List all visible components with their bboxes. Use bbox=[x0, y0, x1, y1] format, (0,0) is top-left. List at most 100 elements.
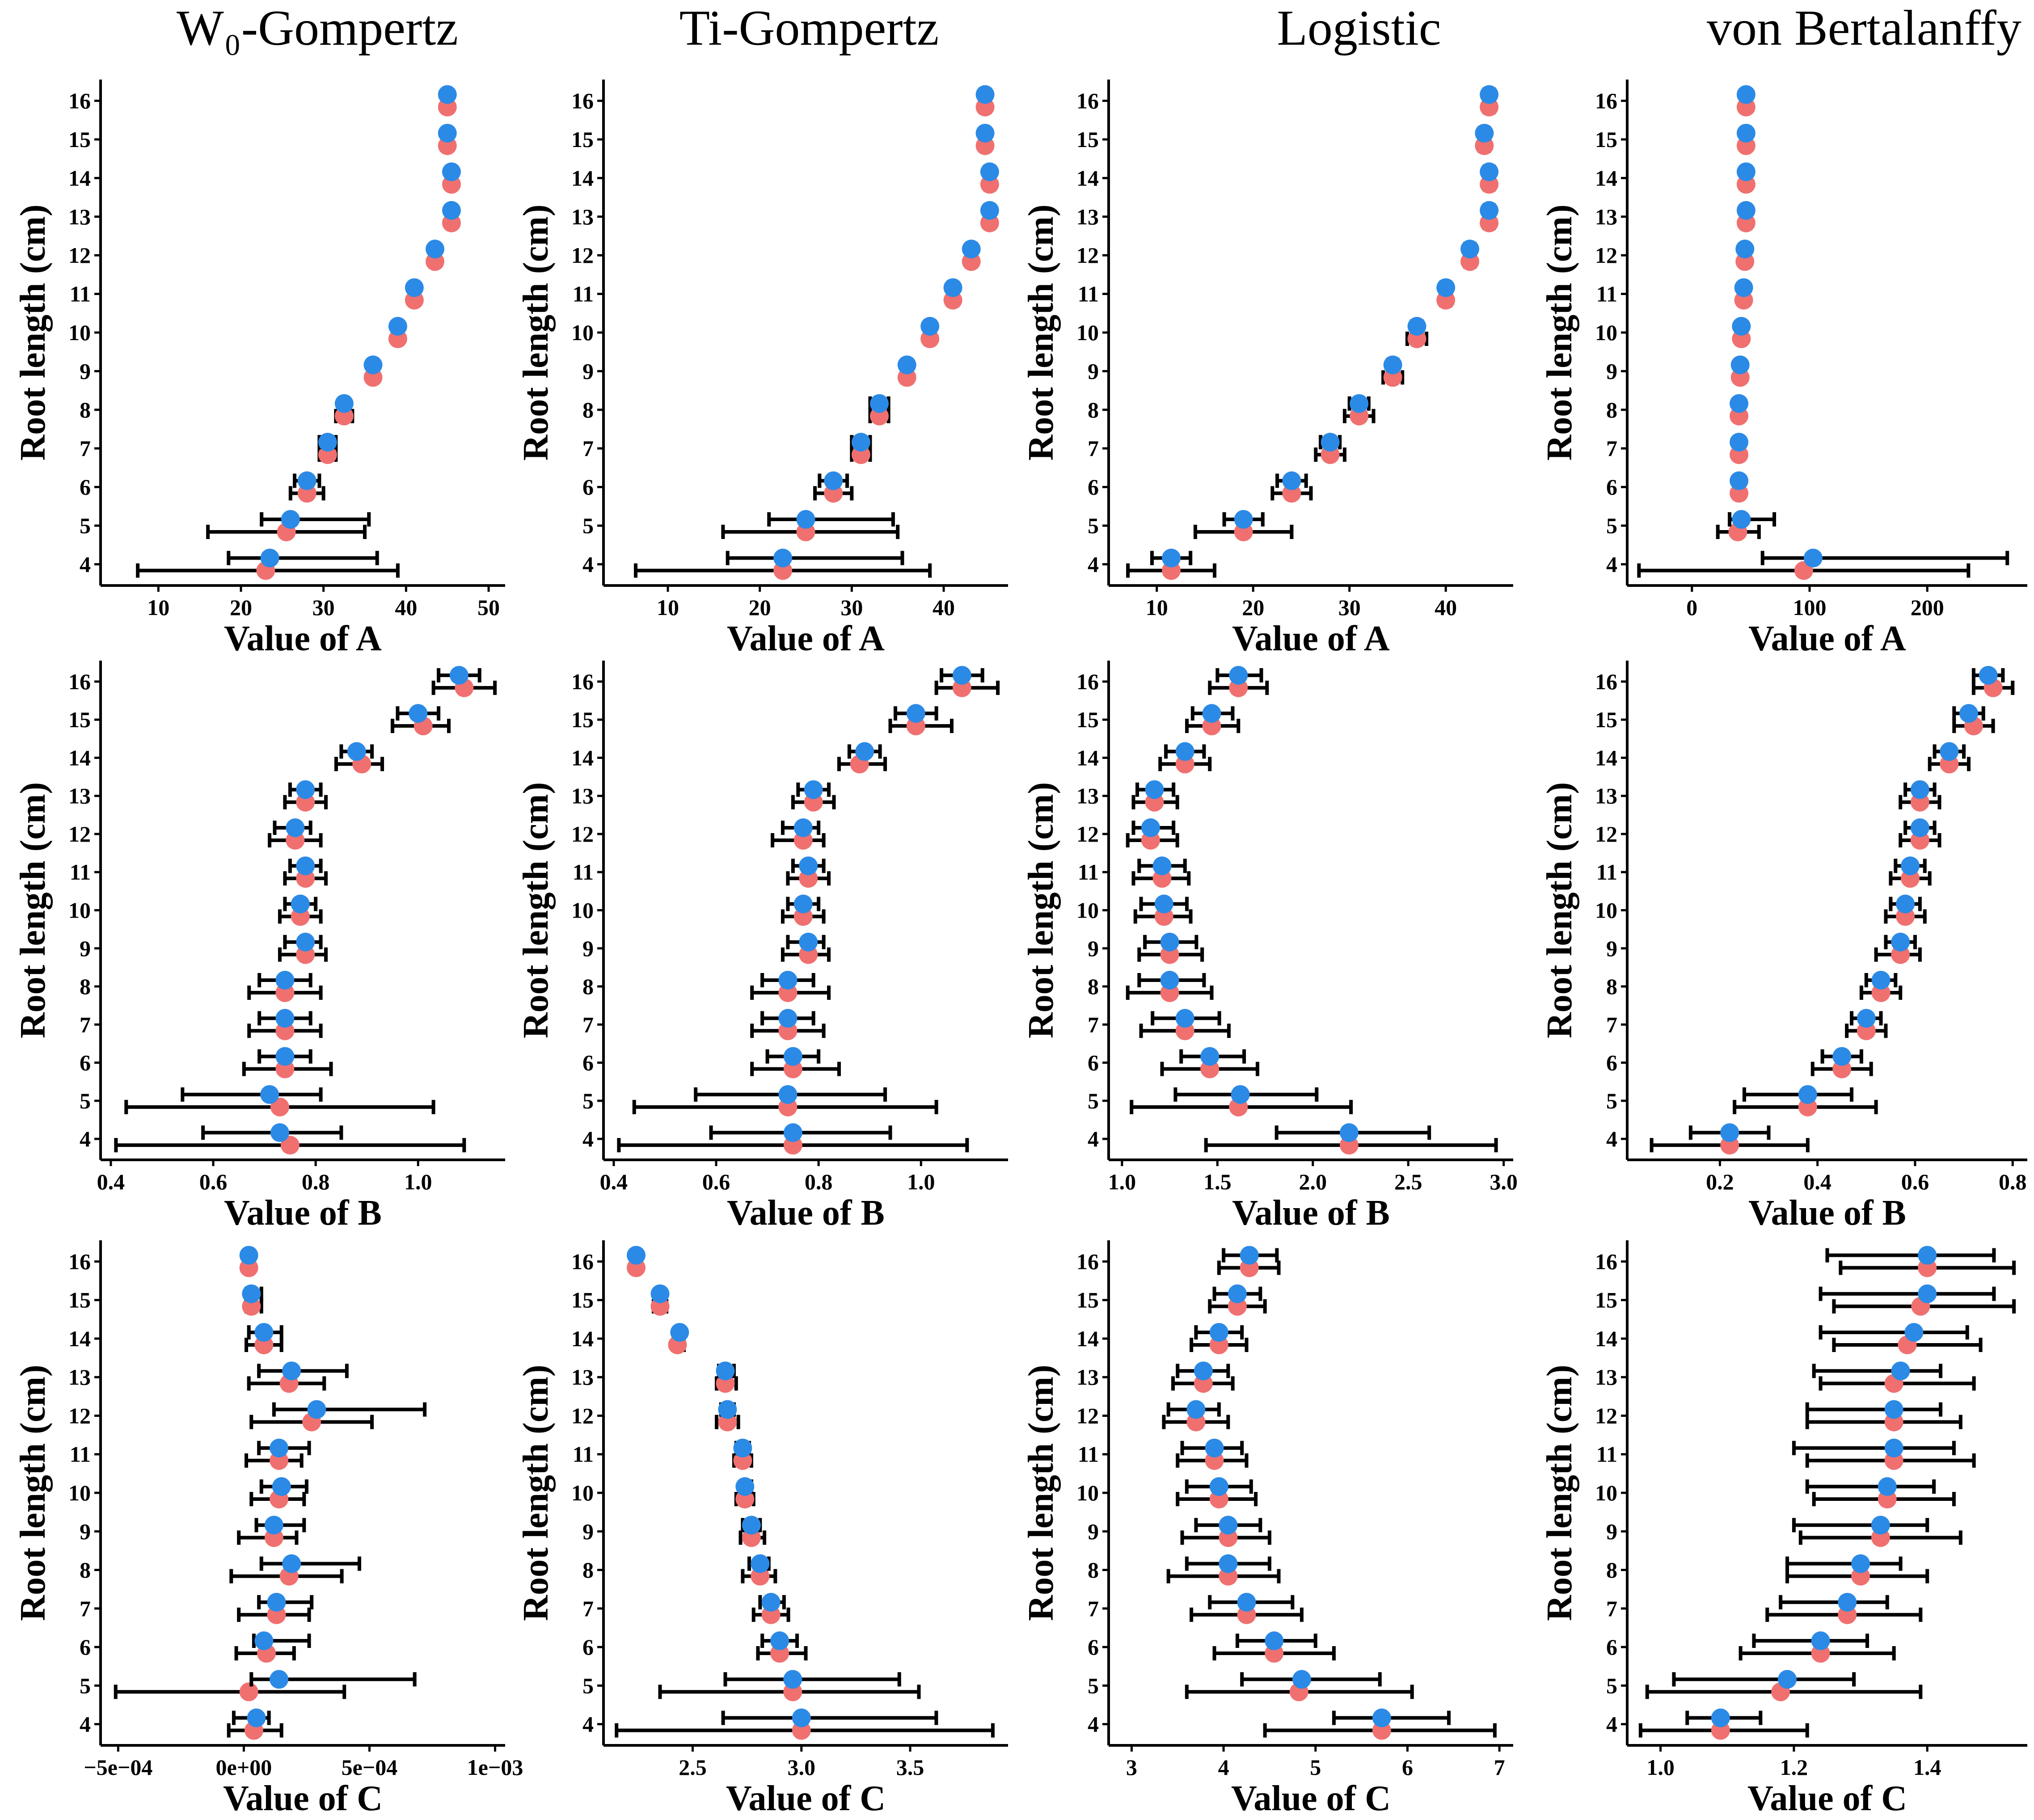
point-blue bbox=[670, 1323, 689, 1342]
panel-w0-C: 4 5 6 7 8 9 10 11 12 13 14 15 16 −5e−04 0e+00 5e−04 1e−0… bbox=[13, 1240, 523, 1818]
point-blue bbox=[1152, 856, 1172, 876]
y-tick-label: 14 bbox=[68, 165, 91, 190]
y-tick-label: 9 bbox=[1088, 358, 1099, 383]
point-blue bbox=[1229, 666, 1248, 685]
point-blue bbox=[773, 548, 793, 568]
point-blue bbox=[1160, 971, 1179, 990]
point-blue bbox=[1475, 123, 1494, 143]
point-blue bbox=[442, 201, 461, 220]
y-axis-label: Root length (cm) bbox=[13, 1365, 53, 1621]
x-tick-label: 0.8 bbox=[805, 1169, 833, 1194]
x-tick-label: 2.5 bbox=[1394, 1169, 1422, 1194]
y-tick-label: 8 bbox=[582, 1558, 594, 1583]
y-tick-label: 7 bbox=[1606, 1596, 1617, 1621]
x-tick-label: 1e−03 bbox=[467, 1755, 523, 1780]
series-blue bbox=[227, 85, 461, 568]
point-blue bbox=[270, 1123, 289, 1142]
point-blue bbox=[281, 510, 300, 529]
y-tick-label: 15 bbox=[571, 707, 594, 732]
y-tick-label: 8 bbox=[80, 397, 91, 422]
point-blue bbox=[1734, 278, 1753, 297]
y-tick-label: 13 bbox=[571, 204, 594, 229]
point-red bbox=[239, 1682, 258, 1702]
column-title-w0-gompertz: W₀-Gompertz bbox=[177, 0, 458, 56]
point-blue bbox=[783, 1047, 802, 1066]
y-axis-label: Root length (cm) bbox=[1021, 1365, 1061, 1621]
point-blue bbox=[1175, 742, 1194, 761]
point-blue bbox=[1219, 1554, 1238, 1573]
point-blue bbox=[1228, 1284, 1247, 1303]
y-tick-label: 4 bbox=[80, 1126, 91, 1151]
y-tick-label: 4 bbox=[1606, 1126, 1617, 1151]
point-blue bbox=[962, 240, 981, 259]
y-tick-label: 7 bbox=[582, 1012, 594, 1037]
y-tick-label: 6 bbox=[1606, 1635, 1617, 1660]
y-tick-label: 7 bbox=[1606, 1012, 1617, 1037]
point-blue bbox=[975, 123, 995, 143]
point-blue bbox=[388, 317, 407, 336]
y-tick-label: 5 bbox=[80, 1673, 91, 1698]
y-tick-label: 14 bbox=[1595, 745, 1617, 770]
panel-ti-C: 4 5 6 7 8 9 10 11 12 13 14 15 16 2.5 3.0 3.5 Value of C R… bbox=[516, 1240, 1008, 1818]
point-blue bbox=[1910, 818, 1929, 837]
point-blue bbox=[296, 932, 315, 952]
point-blue bbox=[1736, 162, 1755, 181]
point-blue bbox=[296, 780, 315, 799]
y-tick-label: 14 bbox=[1076, 1326, 1099, 1351]
point-blue bbox=[650, 1284, 670, 1303]
x-tick-label: 0.8 bbox=[302, 1169, 330, 1194]
point-blue bbox=[1383, 355, 1402, 375]
series-red bbox=[114, 1258, 374, 1740]
y-tick-label: 16 bbox=[571, 1249, 594, 1274]
series-blue bbox=[1150, 85, 1499, 568]
y-tick-label: 15 bbox=[1076, 707, 1099, 732]
point-blue bbox=[1959, 704, 1979, 723]
point-blue bbox=[761, 1592, 781, 1612]
point-blue bbox=[770, 1631, 789, 1651]
point-blue bbox=[1480, 162, 1499, 181]
y-tick-label: 7 bbox=[80, 436, 91, 461]
column-title-von-bertalanffy: von Bertalanffy bbox=[1707, 0, 2021, 56]
y-tick-label: 10 bbox=[571, 320, 594, 345]
y-tick-label: 11 bbox=[1078, 859, 1099, 885]
y-tick-label: 4 bbox=[80, 1712, 91, 1737]
y-tick-label: 10 bbox=[1076, 1480, 1099, 1505]
y-tick-label: 15 bbox=[571, 127, 594, 152]
point-blue bbox=[1832, 1047, 1852, 1066]
y-tick-label: 12 bbox=[68, 1403, 91, 1428]
y-axis-label: Root length (cm) bbox=[13, 204, 53, 460]
x-tick-label: 2.5 bbox=[679, 1755, 707, 1780]
y-tick-label: 13 bbox=[68, 784, 91, 809]
y-tick-label: 8 bbox=[582, 974, 594, 999]
y-tick-label: 13 bbox=[571, 784, 594, 809]
point-blue bbox=[824, 471, 843, 490]
point-blue bbox=[1194, 1361, 1213, 1381]
point-blue bbox=[282, 1361, 301, 1381]
point-blue bbox=[296, 856, 315, 876]
point-blue bbox=[1891, 932, 1910, 952]
x-tick-label: 3.0 bbox=[788, 1755, 816, 1780]
series-blue bbox=[1166, 1246, 1451, 1727]
point-blue bbox=[783, 1670, 802, 1689]
y-tick-label: 10 bbox=[1076, 320, 1099, 345]
y-tick-label: 9 bbox=[80, 936, 91, 961]
point-blue bbox=[1460, 240, 1480, 259]
y-tick-label: 16 bbox=[68, 88, 91, 114]
y-tick-label: 8 bbox=[1606, 1558, 1617, 1583]
point-blue bbox=[778, 1085, 798, 1104]
point-blue bbox=[286, 818, 305, 837]
point-blue bbox=[851, 433, 870, 452]
y-tick-label: 14 bbox=[571, 745, 594, 770]
y-tick-label: 16 bbox=[1076, 88, 1099, 114]
series-blue bbox=[181, 666, 481, 1142]
point-blue bbox=[1735, 240, 1755, 259]
x-tick-label: 20 bbox=[230, 595, 252, 620]
y-tick-label: 6 bbox=[1088, 1635, 1099, 1660]
point-blue bbox=[1730, 433, 1749, 452]
y-axis-label: Root length (cm) bbox=[1540, 782, 1579, 1038]
x-tick-label: 3.5 bbox=[896, 1755, 924, 1780]
x-tick-label: 0.6 bbox=[1901, 1169, 1929, 1194]
point-blue bbox=[267, 1592, 286, 1612]
point-blue bbox=[1160, 932, 1179, 952]
y-tick-label: 10 bbox=[1595, 320, 1617, 345]
